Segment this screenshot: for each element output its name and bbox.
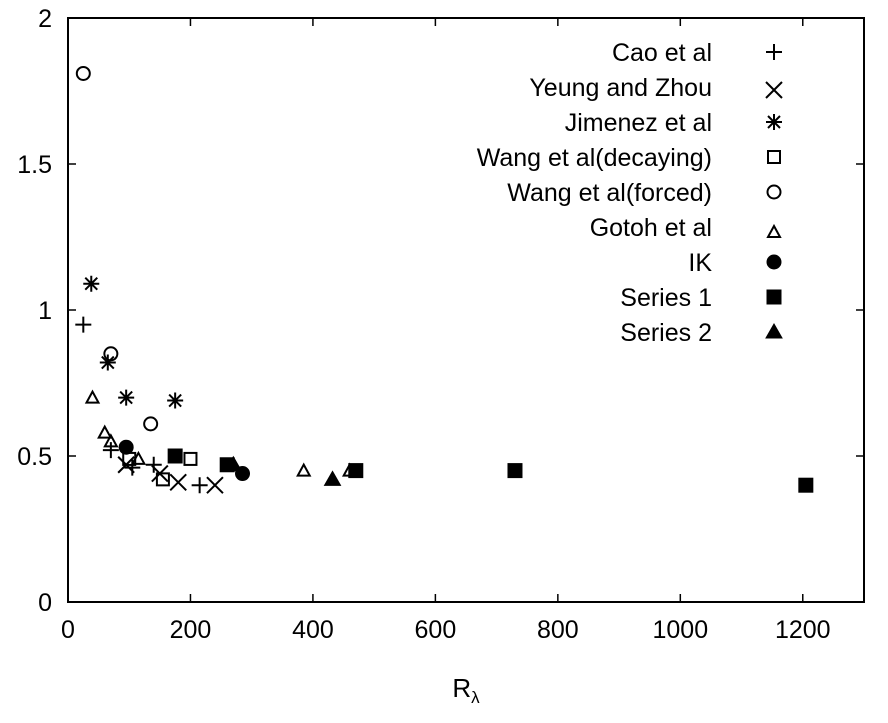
data-point (118, 389, 135, 406)
data-point (103, 346, 119, 362)
data-point (97, 424, 113, 439)
plot-frame (67, 17, 865, 603)
data-point (145, 456, 162, 473)
x-tick-label: 800 (537, 616, 579, 644)
series-asterisk (83, 275, 184, 409)
data-point (99, 354, 116, 371)
legend-marker (766, 289, 782, 305)
data-point (130, 450, 147, 465)
data-point (348, 463, 364, 479)
legend-marker (766, 184, 782, 200)
legend-label: Cao et al (612, 39, 712, 67)
legend-marker (765, 81, 783, 99)
legend-entry: Series 1 (620, 284, 782, 312)
data-point (296, 462, 312, 477)
y-tick-label: 2 (38, 5, 52, 33)
series-triangle-filled (224, 455, 342, 486)
series-square-filled (167, 448, 814, 493)
data-point (75, 65, 91, 81)
x-axis-label-main: R (452, 673, 471, 703)
legend-label: Jimenez et al (565, 109, 712, 137)
legend-marker (766, 114, 782, 130)
y-tick-label: 0 (38, 589, 52, 617)
data-point (507, 463, 523, 479)
legend-marker (766, 223, 782, 238)
legend: Cao et al Yeung and Zhou Jimenez et al Wang… (477, 39, 783, 347)
data-point (102, 442, 119, 459)
legend-label: Yeung and Zhou (529, 74, 712, 102)
y-tick-labels: 0 0.5 1 1.5 2 (17, 5, 52, 617)
series-plus (75, 316, 208, 494)
x-axis-label-subscript: λ (471, 688, 480, 707)
data-point (118, 439, 134, 455)
y-tick-label: 1 (38, 297, 52, 325)
data-point (183, 451, 198, 466)
legend-entry: Cao et al (612, 39, 782, 67)
data-point (155, 472, 170, 487)
x-tick-labels: 0 200 400 600 800 1000 1200 (61, 616, 831, 644)
data-point (798, 477, 814, 493)
x-tick-label: 400 (292, 616, 334, 644)
data-point (167, 392, 184, 409)
data-point (169, 473, 187, 491)
x-tick-label: 0 (61, 616, 75, 644)
legend-label: Wang et al(decaying) (477, 144, 712, 172)
legend-marker (765, 322, 783, 339)
series-circle-open (75, 65, 159, 432)
x-axis-label: Rλ (452, 673, 480, 707)
legend-entry: Yeung and Zhou (529, 74, 783, 102)
legend-label: Gotoh et al (590, 214, 712, 242)
legend-marker (766, 44, 782, 60)
y-tick-label: 0.5 (17, 443, 52, 471)
legend-entry: Wang et al(decaying) (477, 144, 781, 172)
x-tick-label: 600 (415, 616, 457, 644)
data-point (206, 476, 224, 494)
legend-label: Wang et al(forced) (507, 179, 712, 207)
data-point (84, 389, 101, 404)
legend-entry: Jimenez et al (565, 109, 782, 137)
data-point (103, 433, 119, 448)
legend-marker (767, 150, 781, 164)
legend-entry: Gotoh et al (590, 214, 782, 242)
data-points (75, 65, 814, 494)
data-point (75, 316, 92, 333)
axis-ticks (67, 17, 864, 603)
legend-entry: IK (688, 249, 782, 277)
x-tick-label: 1000 (652, 616, 708, 644)
legend-label: IK (688, 249, 712, 277)
y-tick-label: 1.5 (17, 151, 52, 179)
data-point (224, 455, 243, 472)
data-point (323, 470, 342, 486)
x-tick-label: 1200 (775, 616, 831, 644)
data-point (191, 477, 208, 494)
legend-entry: Wang et al(forced) (507, 179, 782, 207)
legend-marker (766, 254, 782, 270)
data-point (167, 448, 183, 464)
data-point (83, 275, 100, 292)
x-tick-label: 200 (170, 616, 212, 644)
data-point (143, 416, 159, 432)
legend-label: Series 1 (620, 284, 712, 312)
legend-entry: Series 2 (620, 319, 783, 347)
legend-label: Series 2 (620, 319, 712, 347)
